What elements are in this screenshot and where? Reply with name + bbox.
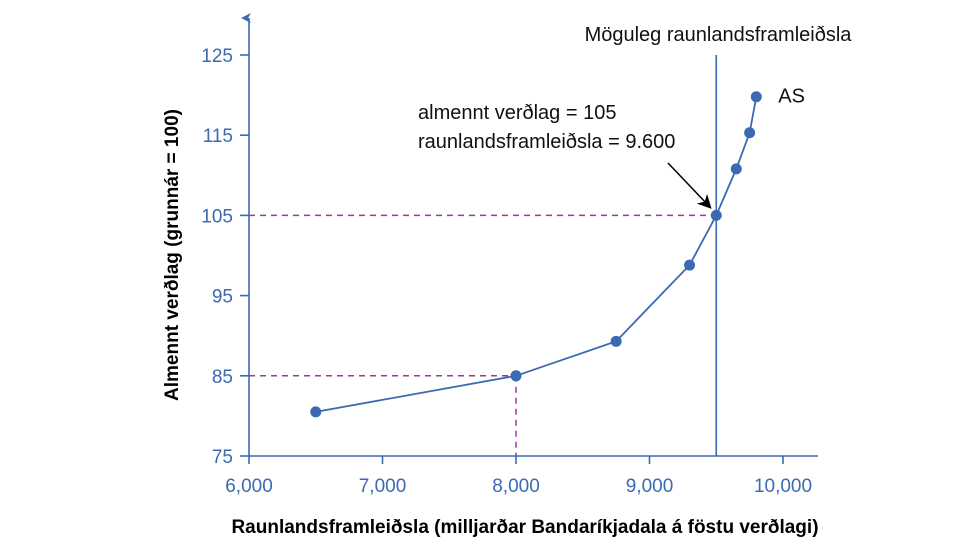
y-tick-label: 95 <box>212 287 233 308</box>
x-tick-label: 8,000 <box>492 476 540 497</box>
data-point <box>744 127 756 139</box>
data-point <box>684 259 696 271</box>
x-tick-label: 7,000 <box>359 476 407 497</box>
potential-output-label: Möguleg raunlandsframleiðsla <box>585 24 853 46</box>
data-point <box>510 370 522 382</box>
annotation-line-2: raunlandsframleiðsla = 9.600 <box>418 131 675 153</box>
annotation-group: almennt verðlag = 105 raunlandsframleiðsl… <box>418 102 712 209</box>
x-axis-title: Raunlandsframleiðsla (milljarðar Bandarí… <box>231 517 818 538</box>
y-tick-label: 105 <box>201 206 233 227</box>
axes <box>241 13 818 457</box>
data-point <box>610 335 622 347</box>
x-tick-label: 6,000 <box>225 476 273 497</box>
series-line-as <box>315 96 758 413</box>
series-label-as: AS <box>778 86 805 108</box>
x-tick-label: 10,000 <box>754 476 812 497</box>
ticks: 75 85 95 105 115 125 6,000 7,000 8,000 9,000 10,00… <box>201 46 812 497</box>
y-axis-title: Almennt verðlag (grunnár = 100) <box>162 109 183 401</box>
data-point <box>710 209 722 221</box>
annotation-arrow <box>667 162 712 209</box>
guide-lines <box>249 214 717 456</box>
y-tick-label: 85 <box>212 367 233 388</box>
y-tick-label: 115 <box>203 126 233 147</box>
potential-output-group: Möguleg raunlandsframleiðsla <box>585 24 853 456</box>
annotation-line-1: almennt verðlag = 105 <box>418 102 616 124</box>
series-group: AS <box>310 86 805 418</box>
x-tick-label: 9,000 <box>626 476 674 497</box>
data-point <box>730 163 742 175</box>
y-tick-label: 125 <box>201 46 233 67</box>
y-tick-label: 75 <box>212 447 233 468</box>
data-point <box>750 91 762 103</box>
data-point <box>310 406 322 418</box>
